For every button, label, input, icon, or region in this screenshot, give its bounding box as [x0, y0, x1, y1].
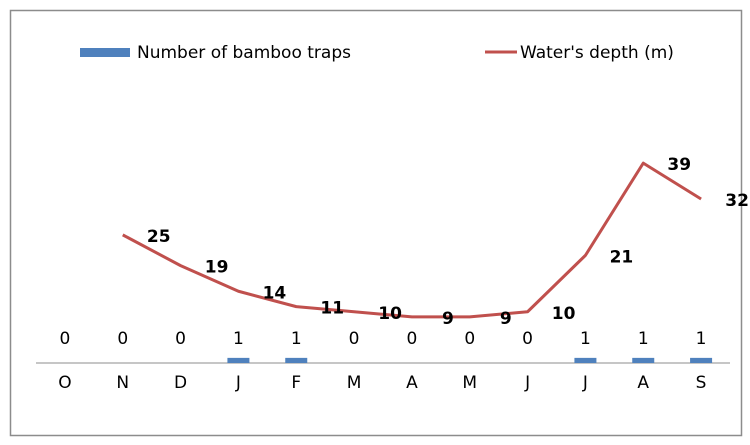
x-tick-label: F	[291, 373, 301, 393]
x-tick-label: O	[58, 373, 71, 393]
bar	[632, 357, 655, 363]
bar	[690, 357, 713, 363]
bar-value-label: 1	[696, 329, 707, 349]
bar-value-label: 0	[60, 329, 71, 349]
bar	[227, 357, 250, 363]
line-value-label: 14	[263, 283, 287, 303]
line-value-label: 10	[378, 304, 402, 324]
bar-value-label: 0	[175, 329, 186, 349]
line-value-label: 10	[552, 304, 576, 324]
chart-frame	[9, 9, 743, 437]
x-tick-label: J	[524, 373, 530, 393]
bar-value-label: 0	[117, 329, 128, 349]
x-tick-label: J	[235, 373, 241, 393]
bar-value-label: 0	[349, 329, 360, 349]
bar-value-label: 1	[233, 329, 244, 349]
line-value-label: 19	[205, 258, 229, 278]
legend-label: Number of bamboo traps	[137, 43, 351, 63]
line-value-label: 11	[320, 299, 344, 319]
bar	[285, 357, 308, 363]
line-value-label: 9	[442, 309, 454, 329]
bar-value-label: 0	[464, 329, 475, 349]
bar-value-label: 1	[638, 329, 649, 349]
line-value-label: 25	[147, 227, 171, 247]
legend-swatch	[80, 48, 130, 57]
bar-value-label: 1	[580, 329, 591, 349]
bar-value-label: 1	[291, 329, 302, 349]
bar-value-label: 0	[522, 329, 533, 349]
line-value-label: 39	[667, 155, 691, 175]
x-tick-label: A	[637, 373, 649, 393]
bar	[574, 357, 597, 363]
bar-value-label: 0	[407, 329, 418, 349]
x-tick-label: M	[347, 373, 362, 393]
line-value-label: 9	[500, 309, 512, 329]
x-tick-label: J	[582, 373, 588, 393]
x-tick-label: D	[174, 373, 187, 393]
line-series	[122, 161, 702, 319]
legend-label: Water's depth (m)	[520, 43, 674, 63]
x-tick-label: M	[462, 373, 477, 393]
x-tick-label: N	[116, 373, 129, 393]
x-tick-label: S	[696, 373, 707, 393]
line-value-label: 21	[610, 247, 634, 267]
line-value-label: 32	[725, 191, 749, 211]
x-tick-label: A	[406, 373, 418, 393]
